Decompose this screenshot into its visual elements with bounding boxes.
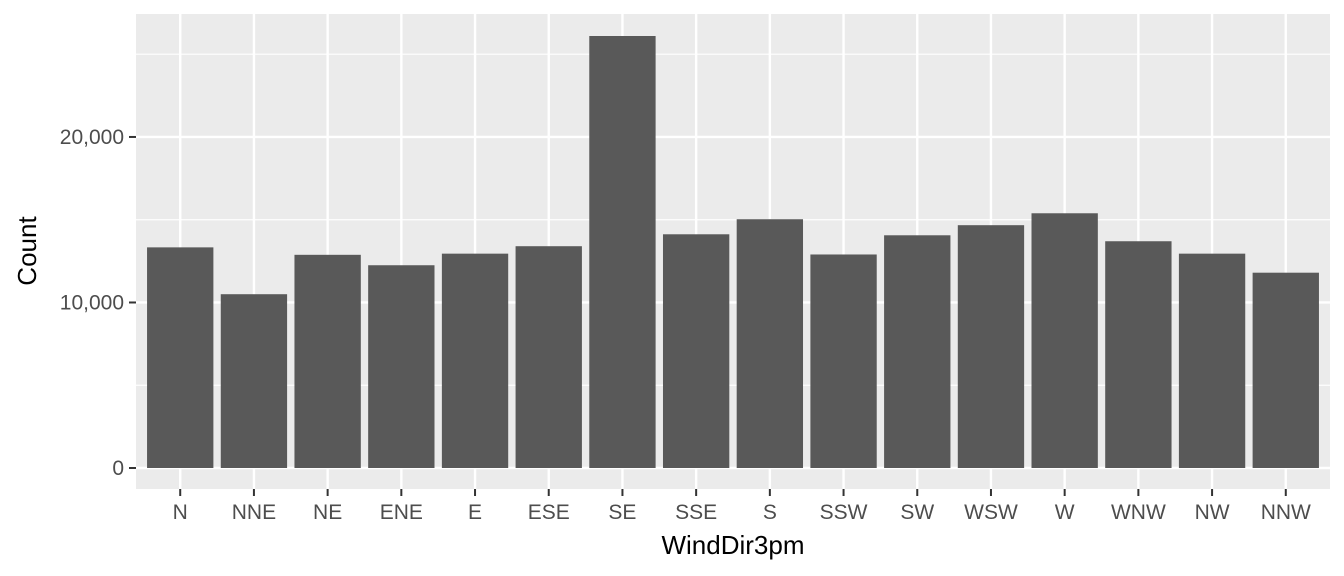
bars [147, 36, 1319, 468]
bar [1252, 272, 1319, 468]
x-tick-label: S [763, 501, 777, 524]
bar [589, 36, 656, 468]
bar [147, 247, 214, 468]
x-tick-label: NE [313, 501, 342, 524]
x-tick-label: NNE [232, 501, 276, 524]
x-tick-label: ESE [528, 501, 570, 524]
x-tick-label: ENE [380, 501, 423, 524]
bar [662, 234, 730, 468]
bar [1105, 241, 1172, 468]
bar [736, 219, 804, 468]
x-tick-label: WSW [964, 501, 1018, 524]
bar [515, 246, 582, 468]
x-tick-label: E [468, 501, 482, 524]
bar [810, 254, 877, 468]
bar [441, 253, 509, 468]
bar [1031, 213, 1098, 468]
x-axis-title: WindDir3pm [661, 530, 804, 560]
y-tick-label: 0 [112, 457, 124, 480]
x-tick-label: SW [900, 501, 934, 524]
y-axis-title: Count [12, 216, 42, 286]
bar [368, 265, 435, 468]
bar [884, 235, 951, 468]
x-tick-label: N [173, 501, 188, 524]
x-tick-label: NNW [1261, 501, 1311, 524]
bar [220, 294, 288, 468]
bar [1178, 253, 1246, 468]
y-axis-ticks: 0 10,000 20,000 [60, 126, 136, 480]
x-tick-label: SSW [820, 501, 868, 524]
x-tick-label: W [1055, 501, 1075, 524]
x-axis-ticks: N NNE NE ENE E ESE SE SSE S SSW SW WSW W WNW NW NNW [173, 489, 1311, 524]
x-tick-label: WNW [1111, 501, 1166, 524]
bar [957, 225, 1025, 468]
x-tick-label: SE [608, 501, 636, 524]
x-tick-label: SSE [675, 501, 717, 524]
y-tick-label: 10,000 [60, 291, 124, 314]
y-tick-label: 20,000 [60, 126, 124, 149]
x-tick-label: NW [1195, 501, 1230, 524]
bar [294, 254, 361, 468]
